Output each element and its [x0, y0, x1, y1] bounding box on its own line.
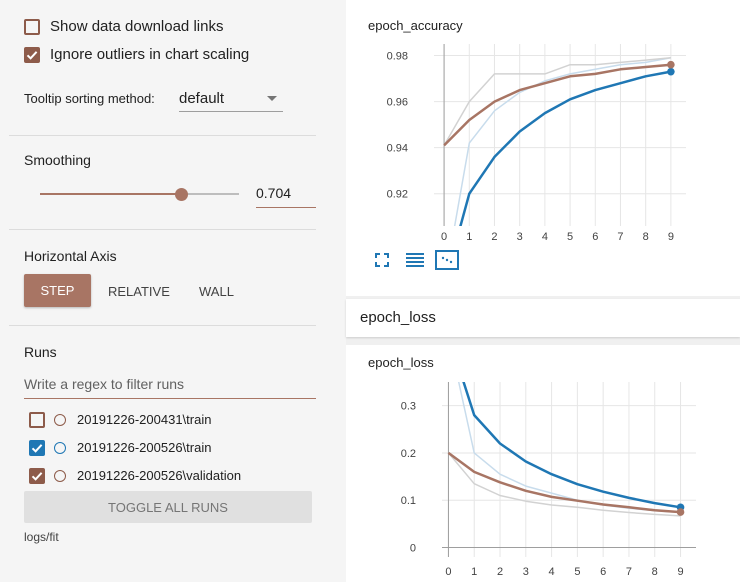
accuracy-card: epoch_accuracy 0.92 0.94 0.96 0.98 0 1 2 3 4 5 6 7 8… [346, 0, 740, 296]
y-tick-label: 0.94 [387, 143, 408, 155]
accuracy-card-title: epoch_accuracy [368, 18, 463, 33]
raw-series-line [447, 452, 681, 517]
toggle-all-runs-button[interactable]: TOGGLE ALL RUNS [24, 491, 312, 523]
smoothed-series-line [459, 70, 672, 226]
y-tick-label: 0 [410, 543, 416, 555]
checkmark-icon [26, 51, 38, 60]
loss-group-title: epoch_loss [360, 309, 436, 326]
x-tick-label: 5 [567, 231, 573, 243]
show-download-links-checkbox[interactable] [24, 19, 40, 35]
x-tick-label: 7 [617, 231, 623, 243]
axis-step-button[interactable]: STEP [24, 274, 91, 307]
checkmark-icon [31, 472, 43, 481]
x-tick-label: 9 [668, 231, 674, 243]
accuracy-chart[interactable]: 0.92 0.94 0.96 0.98 0 1 2 3 4 5 6 7 8 9 [346, 0, 740, 296]
raw-series-line [443, 57, 671, 146]
loss-card: epoch_loss 0 0.1 0.2 0.3 0 1 2 3 4 5 6 7 8 9 [346, 345, 740, 582]
tooltip-sorting-select[interactable]: default [179, 86, 283, 112]
x-tick-label: 3 [523, 566, 529, 578]
run-color-circle[interactable] [54, 442, 66, 454]
run-name: 20191226-200526\validation [77, 468, 242, 483]
y-tick-label: 0.98 [387, 51, 408, 63]
y-tick-label: 0.96 [387, 97, 408, 109]
run-color-circle[interactable] [54, 414, 66, 426]
raw-series-line [453, 57, 672, 226]
y-tick-label: 0.1 [401, 495, 416, 507]
x-tick-label: 6 [592, 231, 598, 243]
y-tick-label: 0.2 [401, 448, 416, 460]
x-tick-label: 5 [574, 566, 580, 578]
smoothing-label: Smoothing [24, 152, 91, 168]
smoothed-series-line [462, 382, 681, 509]
x-tick-label: 0 [445, 566, 451, 578]
tooltip-sorting-value: default [179, 90, 225, 107]
run-filter-placeholder: Write a regex to filter runs [24, 376, 185, 392]
smoothing-slider-thumb[interactable] [175, 188, 188, 201]
x-tick-label: 9 [677, 566, 683, 578]
loss-chart[interactable]: 0 0.1 0.2 0.3 0 1 2 3 4 5 6 7 8 9 [346, 345, 740, 582]
y-tick-label: 0.92 [387, 189, 408, 201]
smoothing-slider-fill [40, 193, 181, 195]
x-tick-label: 3 [517, 231, 523, 243]
axis-wall-button[interactable]: WALL [199, 284, 234, 299]
x-tick-label: 6 [600, 566, 606, 578]
series-end-point [667, 60, 675, 69]
run-checkbox[interactable] [29, 440, 45, 456]
x-tick-label: 8 [652, 566, 658, 578]
fullscreen-icon[interactable] [375, 253, 389, 267]
smoothing-input[interactable]: 0.704 [256, 183, 316, 209]
ignore-outliers-checkbox[interactable] [24, 47, 40, 63]
smoothed-series-line [443, 63, 672, 147]
run-filter-input[interactable]: Write a regex to filter runs [24, 373, 316, 399]
ignore-outliers-label: Ignore outliers in chart scaling [50, 46, 250, 63]
show-download-links-label: Show data download links [50, 18, 224, 35]
x-tick-label: 4 [542, 231, 548, 243]
axis-step-label: STEP [40, 283, 75, 298]
run-name: 20191226-200526\train [77, 440, 212, 455]
dropdown-arrow-icon [267, 96, 277, 101]
log-dir: logs/fit [24, 530, 59, 544]
smoothing-value: 0.704 [256, 185, 292, 201]
run-checkbox[interactable] [29, 412, 45, 428]
smoothing-slider-track [181, 193, 239, 195]
loss-card-title: epoch_loss [368, 355, 434, 370]
x-tick-label: 2 [497, 566, 503, 578]
x-tick-label: 4 [549, 566, 555, 578]
main-panel: epoch_accuracy 0.92 0.94 0.96 0.98 0 1 2 3 4 5 6 7 8… [346, 0, 740, 582]
checkmark-icon [31, 444, 43, 453]
sidebar: Show data download links Ignore outliers… [0, 0, 316, 582]
runs-label: Runs [24, 344, 57, 360]
x-tick-label: 0 [441, 231, 447, 243]
toggle-all-runs-label: TOGGLE ALL RUNS [108, 499, 228, 515]
axis-relative-button[interactable]: RELATIVE [108, 284, 170, 299]
series-end-point [676, 508, 685, 516]
toggle-log-scale-icon[interactable] [405, 252, 425, 268]
x-tick-label: 8 [643, 231, 649, 243]
x-tick-label: 7 [626, 566, 632, 578]
tooltip-sorting-label: Tooltip sorting method: [24, 91, 155, 106]
x-tick-label: 1 [471, 566, 477, 578]
y-tick-label: 0.3 [401, 401, 416, 413]
smoothed-series-line [447, 451, 681, 514]
run-color-circle[interactable] [54, 470, 66, 482]
loss-group-header[interactable]: epoch_loss [346, 299, 740, 337]
x-tick-label: 1 [466, 231, 472, 243]
series-end-point [667, 67, 675, 76]
fit-domain-icon[interactable] [435, 250, 459, 270]
horizontal-axis-label: Horizontal Axis [24, 248, 117, 264]
run-name: 20191226-200431\train [77, 412, 212, 427]
x-tick-label: 2 [491, 231, 497, 243]
run-checkbox[interactable] [29, 468, 45, 484]
